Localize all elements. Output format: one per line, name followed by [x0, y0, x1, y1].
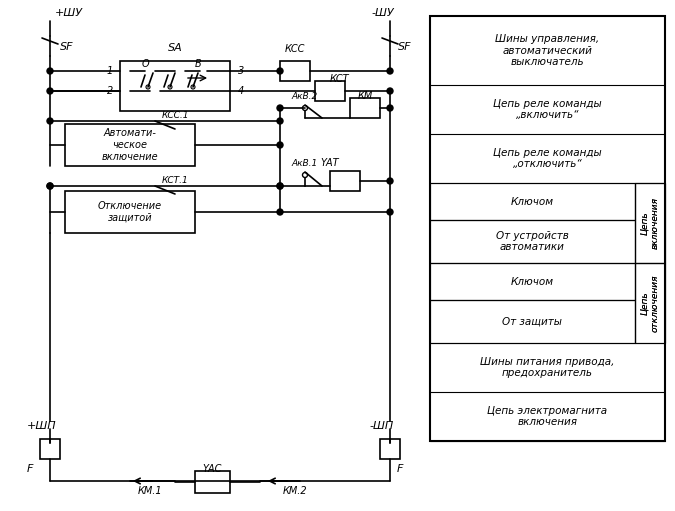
Circle shape	[387, 68, 393, 74]
Text: SF: SF	[398, 42, 412, 52]
Text: B: B	[194, 59, 201, 69]
Text: O: O	[141, 59, 148, 69]
Bar	[350, 98, 380, 118]
Circle shape	[387, 88, 393, 94]
Text: 1: 1	[107, 66, 113, 76]
Bar	[635, 263, 665, 343]
Bar	[430, 183, 635, 220]
Text: АкВ.2: АкВ.2	[292, 91, 318, 101]
Text: АкВ.1: АкВ.1	[292, 158, 318, 168]
Text: -ШУ: -ШУ	[372, 8, 395, 18]
Text: КСТ.1: КСТ.1	[161, 175, 188, 184]
Text: КСС: КСС	[285, 44, 305, 54]
Text: 2: 2	[107, 86, 113, 96]
Bar	[280, 61, 310, 81]
Text: Автомати-
ческое
включение: Автомати- ческое включение	[102, 128, 159, 161]
Bar	[195, 471, 230, 493]
Text: Цепь
отключения: Цепь отключения	[641, 274, 659, 332]
Text: От защиты: От защиты	[502, 316, 562, 327]
Text: Цепь
отключения: Цепь отключения	[641, 274, 659, 332]
Bar	[430, 16, 665, 441]
Bar	[635, 183, 665, 263]
Text: Цепь
включения: Цепь включения	[641, 197, 659, 249]
Bar	[430, 16, 665, 441]
Circle shape	[47, 88, 53, 94]
Text: 4: 4	[238, 86, 244, 96]
Circle shape	[277, 68, 283, 74]
Text: Шины питания привода,
предохранитель: Шины питания привода, предохранитель	[481, 357, 615, 378]
Text: Цепь электромагнита
включения: Цепь электромагнита включения	[487, 406, 608, 427]
Circle shape	[277, 105, 283, 111]
Text: От устройств
автоматики: От устройств автоматики	[496, 230, 569, 252]
Circle shape	[47, 183, 53, 189]
Text: +ШУ: +ШУ	[55, 8, 83, 18]
Circle shape	[387, 209, 393, 215]
Bar	[40, 439, 60, 459]
Text: Цепь реле команды
„включить“: Цепь реле команды „включить“	[493, 99, 602, 120]
Text: Цепь реле команды
„отключить“: Цепь реле команды „отключить“	[493, 148, 602, 169]
Bar	[65, 191, 195, 233]
Bar	[65, 124, 195, 166]
Circle shape	[47, 183, 53, 189]
Bar	[430, 220, 635, 263]
Text: SA: SA	[167, 43, 182, 53]
Circle shape	[47, 118, 53, 124]
Text: Отключение
защитой: Отключение защитой	[98, 201, 162, 223]
Circle shape	[277, 183, 283, 189]
Bar	[315, 81, 345, 101]
Text: Ключом: Ключом	[511, 276, 554, 287]
Circle shape	[277, 118, 283, 124]
Bar	[380, 439, 400, 459]
Text: КМ.2: КМ.2	[283, 486, 307, 496]
Text: Ключом: Ключом	[511, 197, 554, 206]
Text: +ШП: +ШП	[27, 421, 57, 431]
Circle shape	[387, 105, 393, 111]
Bar	[430, 263, 635, 300]
Text: КМ: КМ	[357, 91, 373, 101]
Text: КМ.1: КМ.1	[138, 486, 162, 496]
Circle shape	[47, 68, 53, 74]
Text: 3: 3	[238, 66, 244, 76]
Bar	[120, 61, 230, 111]
Text: F: F	[27, 464, 33, 474]
Text: КСС.1: КСС.1	[161, 110, 189, 120]
Text: КСТ: КСТ	[330, 74, 350, 84]
Circle shape	[277, 183, 283, 189]
Circle shape	[387, 178, 393, 184]
Text: Цепь
включения: Цепь включения	[641, 197, 659, 249]
Text: YАС: YАС	[202, 464, 221, 474]
Text: -ШП: -ШП	[370, 421, 394, 431]
Bar	[330, 171, 360, 191]
Circle shape	[277, 209, 283, 215]
Circle shape	[277, 142, 283, 148]
Text: YАТ: YАТ	[320, 158, 339, 168]
Bar	[635, 183, 665, 263]
Bar	[635, 263, 665, 343]
Text: F: F	[397, 464, 403, 474]
Text: SF: SF	[60, 42, 74, 52]
Bar	[430, 300, 635, 343]
Text: Шины управления,
автоматический
выключатель: Шины управления, автоматический выключат…	[495, 34, 599, 67]
